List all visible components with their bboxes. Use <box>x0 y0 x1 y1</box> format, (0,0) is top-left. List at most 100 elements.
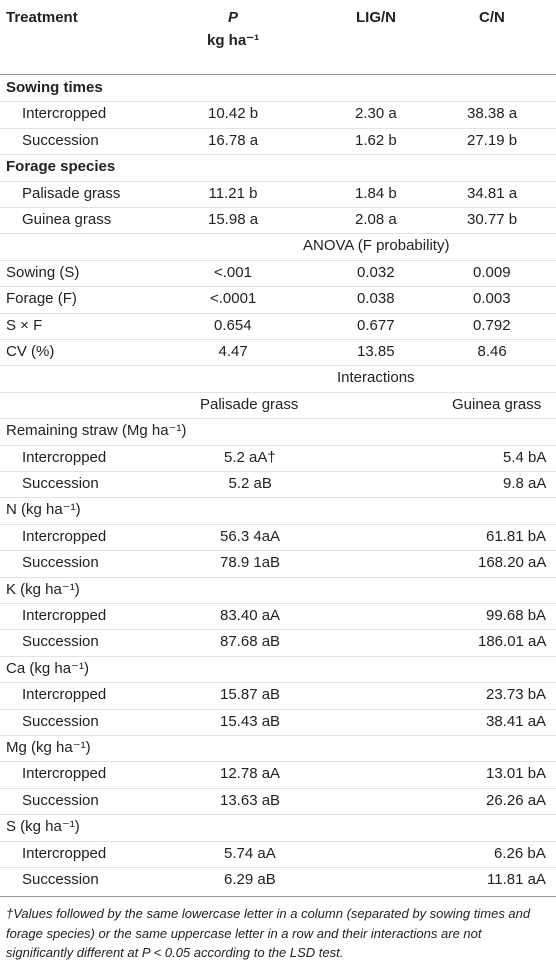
row-separator <box>0 180 556 182</box>
row-label: CV (%) <box>6 343 55 360</box>
cell: 34.81 a <box>467 184 518 202</box>
row-separator <box>0 735 556 736</box>
row-label: Succession <box>22 791 99 809</box>
row-label: Intercropped <box>22 844 107 862</box>
cell: 30.77 b <box>467 211 518 228</box>
group-label: S (kg ha⁻¹) <box>6 818 80 836</box>
row-label: S × F <box>6 316 43 334</box>
row-separator <box>0 312 556 314</box>
row-label: Forage (F) <box>6 290 77 308</box>
row-label: Sowing (S) <box>6 263 80 281</box>
cell: 15.87 aB <box>220 686 281 704</box>
row-separator <box>0 391 556 393</box>
cell: 186.01 aA <box>478 633 547 651</box>
cell: <.0001 <box>210 290 257 308</box>
row-separator <box>0 708 556 710</box>
cell: 5.2 aB <box>228 475 272 492</box>
cell: 0.792 <box>473 316 511 334</box>
row-separator <box>0 127 556 129</box>
cell: 4.47 <box>218 343 248 360</box>
row-separator <box>0 444 556 446</box>
row-separator <box>0 233 556 235</box>
header-rule <box>0 74 556 75</box>
cell: 168.20 aA <box>478 554 547 572</box>
row-separator <box>0 576 556 578</box>
cell: 56.3 4aA <box>220 527 281 545</box>
cell: 13.85 <box>357 343 395 360</box>
row-separator <box>0 497 556 499</box>
cell: 0.677 <box>357 316 395 334</box>
cell: 78.9 1aB <box>220 554 281 572</box>
cell: 13.63 aB <box>220 791 281 809</box>
row-label: Intercropped <box>22 686 107 704</box>
bottom-rule <box>0 896 556 898</box>
cell: 23.73 bA <box>486 686 547 704</box>
cell: 0.009 <box>473 263 511 281</box>
cell: 99.68 bA <box>486 607 547 624</box>
row-separator <box>0 814 556 816</box>
row-separator <box>0 101 556 103</box>
header-cell: P <box>228 9 239 26</box>
column-label: Palisade grass <box>200 395 299 413</box>
cell: 5.2 aA† <box>224 448 276 466</box>
cell: 38.41 aA <box>486 712 547 730</box>
group-label: K (kg ha⁻¹) <box>6 580 80 598</box>
cell: 2.30 a <box>355 105 397 123</box>
group-label: N (kg ha⁻¹) <box>6 501 81 519</box>
row-separator <box>0 761 556 763</box>
cell: 11.81 aA <box>487 871 546 888</box>
header-cell: Treatment <box>6 9 78 26</box>
section-title: Interactions <box>337 369 415 387</box>
group-label: Mg (kg ha⁻¹) <box>6 739 91 756</box>
row-separator <box>0 867 556 868</box>
row-label: Palisade grass <box>22 184 121 202</box>
cell: 11.21 b <box>208 184 258 202</box>
group-label: Sowing times <box>6 79 103 96</box>
row-label: Intercropped <box>22 105 107 123</box>
row-label: Succession <box>22 712 99 730</box>
header-cell: LIG/N <box>356 9 396 26</box>
header-cell: C/N <box>479 9 505 26</box>
row-separator <box>0 154 556 156</box>
cell: 6.26 bA <box>494 844 546 862</box>
row-separator <box>0 339 556 340</box>
cell: 13.01 bA <box>486 765 547 783</box>
cell: 83.40 aA <box>220 607 281 624</box>
cell: 0.032 <box>357 263 395 281</box>
row-separator <box>0 682 556 684</box>
row-separator <box>0 207 556 208</box>
row-separator <box>0 523 556 525</box>
row-label: Succession <box>22 554 99 572</box>
row-label: Intercropped <box>22 607 107 624</box>
column-label: Guinea grass <box>452 395 542 413</box>
cell: 1.62 b <box>355 131 397 149</box>
cell: 8.46 <box>477 343 507 360</box>
row-label: Intercropped <box>22 448 107 466</box>
group-label: Remaining straw (Mg ha⁻¹) <box>6 422 187 440</box>
row-separator <box>0 365 556 367</box>
cell: 6.29 aB <box>224 871 276 888</box>
row-label: Guinea grass <box>22 211 112 228</box>
cell: 15.98 a <box>208 211 259 228</box>
cell: 26.26 aA <box>486 791 547 809</box>
row-separator <box>0 840 556 842</box>
header-unit: kg ha⁻¹ <box>207 32 260 49</box>
cell: 2.08 a <box>355 211 397 228</box>
cell: 10.42 b <box>208 105 259 123</box>
row-separator <box>0 418 556 420</box>
cell: 1.84 b <box>355 184 397 202</box>
cell: 87.68 aB <box>220 633 281 651</box>
row-label: Succession <box>22 475 99 492</box>
cell: 38.38 a <box>467 105 518 123</box>
section-title: ANOVA (F probability) <box>303 237 450 255</box>
footnote: †Values followed by the same lowercase l… <box>6 906 531 960</box>
row-label: Succession <box>22 871 99 888</box>
cell: 5.4 bA <box>503 448 547 466</box>
cell: 0.003 <box>473 290 511 308</box>
cell: 0.654 <box>214 316 252 334</box>
cell: 15.43 aB <box>220 712 281 730</box>
cell: <.001 <box>214 263 252 281</box>
row-label: Succession <box>22 633 99 651</box>
cell: 16.78 a <box>208 131 259 149</box>
